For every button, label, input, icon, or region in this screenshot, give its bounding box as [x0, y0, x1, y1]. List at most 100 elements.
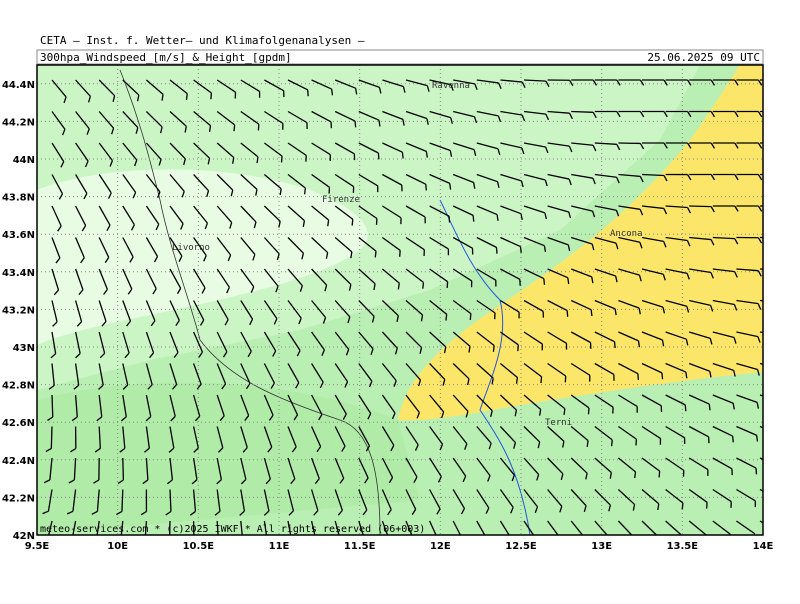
wind-barb: [476, 457, 491, 482]
x-tick-label: 13.5E: [667, 541, 699, 552]
wind-barb: [145, 79, 164, 101]
wind-barb: [192, 394, 201, 422]
wind-barb: [547, 489, 563, 513]
wind-barb: [358, 331, 374, 356]
wind-barb: [51, 174, 64, 200]
wind-barb: [382, 205, 402, 225]
wind-barb: [98, 237, 110, 264]
wind-barb: [618, 362, 639, 381]
wind-barb: [453, 110, 478, 123]
wind-barb: [618, 268, 642, 282]
wind-barb: [358, 142, 380, 160]
wind-barb: [689, 110, 716, 118]
wind-barb: [214, 489, 221, 516]
wind-barb: [499, 457, 515, 482]
wind-barb: [311, 205, 330, 227]
wind-barb: [169, 331, 179, 358]
wind-barb: [334, 142, 356, 161]
y-tick-label: 44.4N: [2, 80, 35, 91]
wind-barb: [547, 362, 567, 383]
wind-barb: [405, 142, 428, 158]
wind-barb: [452, 299, 472, 320]
wind-barb: [334, 205, 354, 226]
wind-barb: [287, 489, 295, 516]
wind-barb: [452, 236, 474, 255]
wind-barb: [642, 79, 668, 86]
wind-barb: [358, 394, 372, 420]
wind-barb: [594, 489, 611, 512]
wind-barb: [122, 174, 137, 199]
wind-barb: [122, 300, 132, 327]
wind-barb: [145, 174, 161, 199]
wind-barb: [736, 236, 763, 244]
wind-barb: [641, 299, 666, 314]
wind-barb: [311, 394, 323, 421]
x-tick-label: 10.5E: [183, 541, 215, 552]
wind-barb: [334, 331, 350, 356]
wind-barb: [665, 299, 690, 313]
wind-barb: [594, 457, 612, 479]
wind-barb: [193, 174, 210, 197]
wind-barb: [334, 268, 352, 291]
wind-barb: [216, 363, 227, 390]
wind-barb: [665, 142, 692, 149]
header-line: CETA — Inst. f. Wetter— und Klimafolgena…: [40, 34, 365, 47]
wind-barb: [166, 457, 174, 485]
wind-barb: [334, 426, 346, 452]
wind-barb: [689, 268, 714, 279]
wind-barb: [736, 394, 760, 409]
y-tick-label: 42.2N: [2, 493, 35, 504]
wind-barb: [547, 331, 568, 350]
wind-barb: [688, 394, 711, 411]
wind-barb: [169, 300, 180, 327]
wind-barb: [381, 520, 389, 535]
wind-barb: [476, 331, 495, 352]
wind-barb: [688, 362, 712, 378]
wind-barb: [760, 79, 763, 81]
wind-barb: [665, 205, 692, 214]
wind-barb: [51, 142, 65, 168]
wind-barb: [452, 363, 470, 386]
wind-barb: [216, 237, 232, 262]
wind-barb: [571, 79, 598, 86]
wind-barb: [310, 520, 316, 535]
wind-barb: [523, 520, 535, 535]
wind-barb: [75, 79, 91, 103]
wind-barb: [193, 237, 207, 262]
wind-barb: [499, 362, 519, 384]
wind-barb: [240, 520, 243, 535]
wind-barb: [264, 142, 283, 163]
city-label: Ravenna: [432, 81, 470, 91]
wind-barb: [287, 363, 300, 389]
y-tick-label: 43N: [13, 343, 35, 354]
wind-barb: [571, 142, 597, 152]
wind-barb: [759, 268, 763, 270]
wind-barb: [500, 268, 521, 286]
wind-barb: [240, 142, 259, 164]
wind-barb: [382, 142, 404, 159]
wind-barb: [594, 268, 618, 283]
wind-barb: [263, 489, 270, 516]
wind-barb: [358, 173, 379, 193]
wind-barb: [736, 142, 763, 149]
wind-barb: [736, 331, 761, 343]
wind-barb: [193, 111, 212, 132]
wind-barb: [240, 426, 248, 453]
wind-barb: [287, 173, 306, 195]
wind-barb: [665, 394, 687, 412]
wind-barb: [641, 520, 658, 535]
wind-barb: [311, 300, 327, 324]
wind-barb: [98, 331, 106, 359]
wind-barb: [642, 142, 668, 149]
wind-barb: [192, 363, 202, 390]
wind-barb: [712, 520, 732, 535]
wind-barb: [641, 394, 663, 413]
wind-barb: [287, 520, 292, 535]
wind-barb: [523, 489, 539, 514]
field-mid: [37, 382, 420, 535]
wind-barb: [476, 520, 486, 535]
wind-barb: [45, 426, 53, 453]
wind-barb: [642, 110, 668, 118]
wind-barb: [145, 111, 163, 134]
